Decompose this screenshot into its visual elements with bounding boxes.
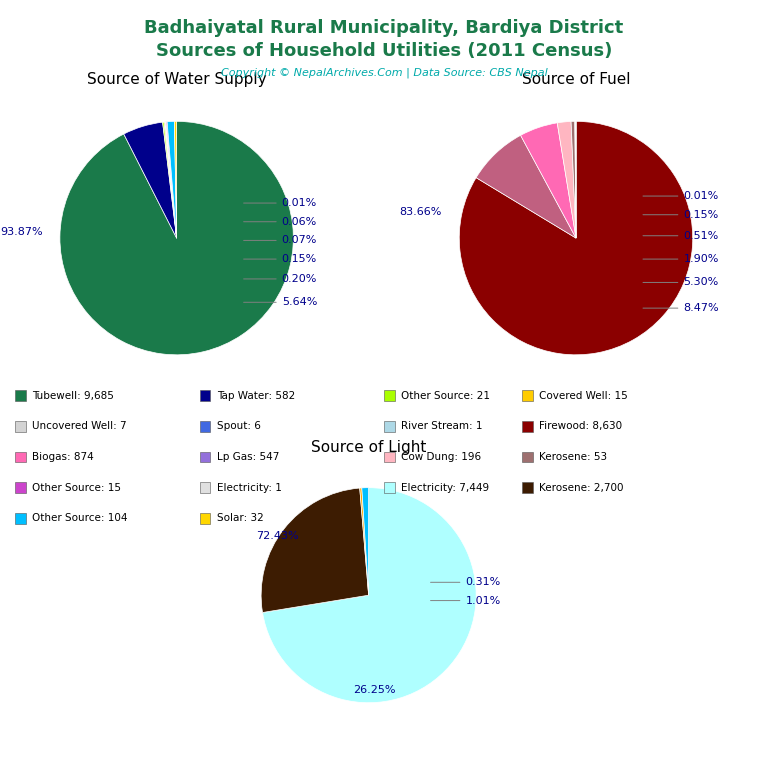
- Text: Solar: 32: Solar: 32: [217, 513, 263, 524]
- Text: 0.15%: 0.15%: [643, 210, 719, 220]
- Wedge shape: [521, 123, 576, 238]
- Text: 5.64%: 5.64%: [243, 297, 317, 307]
- Wedge shape: [261, 488, 369, 613]
- Wedge shape: [476, 135, 576, 238]
- Wedge shape: [166, 122, 177, 238]
- Title: Source of Light: Source of Light: [311, 441, 426, 455]
- Text: Lp Gas: 547: Lp Gas: 547: [217, 452, 279, 462]
- Text: Other Source: 21: Other Source: 21: [401, 390, 490, 401]
- Text: 0.07%: 0.07%: [243, 236, 317, 246]
- Text: Biogas: 874: Biogas: 874: [32, 452, 94, 462]
- Text: 0.01%: 0.01%: [243, 198, 317, 208]
- Text: Uncovered Well: 7: Uncovered Well: 7: [32, 421, 127, 432]
- Text: 0.51%: 0.51%: [643, 230, 719, 240]
- Text: Electricity: 1: Electricity: 1: [217, 482, 281, 493]
- Text: Kerosene: 2,700: Kerosene: 2,700: [539, 482, 624, 493]
- Text: 0.20%: 0.20%: [243, 274, 317, 284]
- Text: 1.01%: 1.01%: [431, 595, 501, 606]
- Text: 1.90%: 1.90%: [643, 254, 719, 264]
- Text: 83.66%: 83.66%: [399, 207, 442, 217]
- Text: Tap Water: 582: Tap Water: 582: [217, 390, 295, 401]
- Wedge shape: [166, 122, 177, 238]
- Text: River Stream: 1: River Stream: 1: [401, 421, 482, 432]
- Text: Badhaiyatal Rural Municipality, Bardiya District: Badhaiyatal Rural Municipality, Bardiya …: [144, 19, 624, 37]
- Wedge shape: [167, 121, 177, 238]
- Text: Tubewell: 9,685: Tubewell: 9,685: [32, 390, 114, 401]
- Text: Copyright © NepalArchives.Com | Data Source: CBS Nepal: Copyright © NepalArchives.Com | Data Sou…: [220, 68, 548, 78]
- Text: 8.47%: 8.47%: [643, 303, 719, 313]
- Text: 72.43%: 72.43%: [256, 531, 299, 541]
- Text: 26.25%: 26.25%: [353, 685, 396, 695]
- Wedge shape: [359, 488, 369, 595]
- Wedge shape: [164, 122, 177, 238]
- Wedge shape: [60, 121, 293, 355]
- Text: Electricity: 7,449: Electricity: 7,449: [401, 482, 489, 493]
- Title: Source of Fuel: Source of Fuel: [521, 72, 631, 87]
- Text: Covered Well: 15: Covered Well: 15: [539, 390, 628, 401]
- Title: Source of Water Supply: Source of Water Supply: [87, 72, 266, 87]
- Wedge shape: [263, 488, 476, 703]
- Wedge shape: [459, 121, 693, 355]
- Text: 93.87%: 93.87%: [0, 227, 42, 237]
- Text: 5.30%: 5.30%: [643, 277, 719, 287]
- Text: Other Source: 104: Other Source: 104: [32, 513, 127, 524]
- Text: 0.01%: 0.01%: [643, 191, 719, 201]
- Wedge shape: [163, 122, 177, 238]
- Wedge shape: [362, 488, 369, 595]
- Text: Cow Dung: 196: Cow Dung: 196: [401, 452, 481, 462]
- Wedge shape: [124, 122, 177, 238]
- Wedge shape: [165, 122, 177, 238]
- Text: 0.06%: 0.06%: [243, 217, 317, 227]
- Wedge shape: [558, 121, 576, 238]
- Wedge shape: [174, 121, 177, 238]
- Text: Spout: 6: Spout: 6: [217, 421, 260, 432]
- Text: Sources of Household Utilities (2011 Census): Sources of Household Utilities (2011 Cen…: [156, 42, 612, 60]
- Wedge shape: [571, 121, 576, 238]
- Wedge shape: [574, 121, 576, 238]
- Text: Kerosene: 53: Kerosene: 53: [539, 452, 607, 462]
- Text: Firewood: 8,630: Firewood: 8,630: [539, 421, 622, 432]
- Text: 0.31%: 0.31%: [431, 578, 501, 588]
- Wedge shape: [166, 122, 177, 238]
- Text: 0.15%: 0.15%: [243, 254, 317, 264]
- Text: Other Source: 15: Other Source: 15: [32, 482, 121, 493]
